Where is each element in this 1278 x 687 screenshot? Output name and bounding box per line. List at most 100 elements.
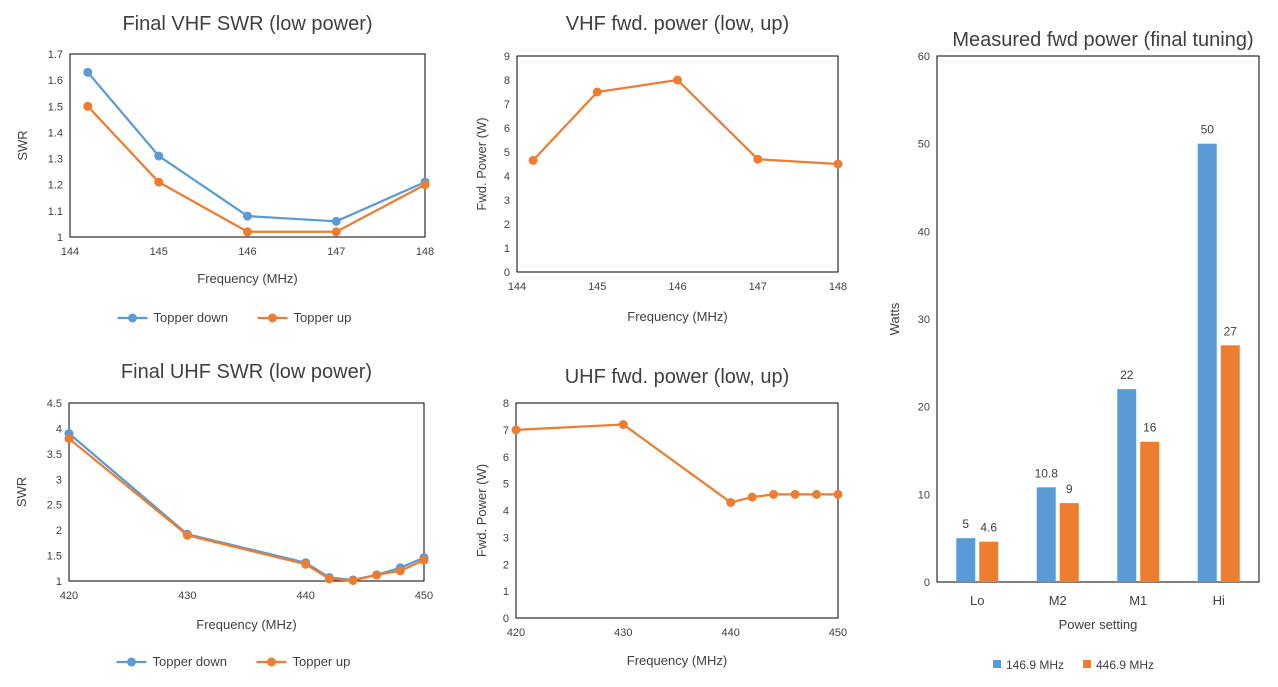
y-tick-label: 5 — [503, 479, 509, 491]
bar-4469-mhz-m1 — [1140, 441, 1160, 582]
legend-marker-topper-down — [127, 657, 136, 667]
series-line-topper-up — [86, 105, 426, 233]
y-tick-label: 0 — [503, 613, 509, 625]
series-line-series-0 — [532, 78, 839, 166]
y-tick-label: 40 — [918, 226, 930, 238]
x-tick-label: Hi — [1213, 593, 1225, 608]
y-axis-label: Fwd. Power (W) — [474, 117, 489, 210]
legend-label-4469-mhz: 446.9 MHz — [1096, 658, 1154, 672]
bar-4469-mhz-lo — [979, 541, 999, 582]
bar-1469-mhz-hi — [1197, 143, 1217, 582]
chart-title: Final UHF SWR (low power) — [121, 361, 372, 383]
data-point-series-0 — [511, 425, 521, 435]
y-tick-label: 1 — [57, 232, 63, 244]
y-tick-label: 4.5 — [47, 398, 62, 410]
y-tick-label: 7 — [503, 425, 509, 437]
y-tick-label: 1.5 — [47, 551, 62, 563]
x-tick-label: 146 — [238, 246, 256, 258]
legend-label-topper-down: Topper down — [153, 654, 227, 669]
x-tick-label: 146 — [668, 281, 686, 293]
data-label: 10.8 — [1035, 466, 1059, 480]
data-label: 9 — [1066, 482, 1073, 496]
x-tick-label: 420 — [507, 627, 525, 639]
y-axis-label: SWR — [15, 130, 30, 160]
y-tick-label: 1 — [56, 576, 62, 588]
data-point-series-0 — [833, 489, 843, 499]
data-point-series-0 — [833, 159, 843, 169]
data-point-topper-down — [243, 211, 252, 221]
y-tick-label: 9 — [504, 51, 510, 63]
data-point-topper-up — [324, 574, 334, 584]
data-point-series-0 — [753, 154, 763, 164]
y-tick-label: 4 — [503, 506, 509, 518]
y-tick-label: 20 — [918, 402, 930, 414]
data-label: 16 — [1143, 421, 1157, 435]
data-label: 5 — [962, 517, 969, 531]
x-tick-label: 440 — [721, 627, 739, 639]
x-tick-label: 147 — [749, 281, 767, 293]
data-point-series-0 — [812, 489, 822, 499]
data-point-topper-up — [348, 575, 358, 585]
x-tick-label: M1 — [1129, 593, 1147, 608]
legend-label-topper-down: Topper down — [154, 310, 228, 325]
data-point-topper-up — [331, 227, 341, 237]
x-tick-label: 420 — [60, 590, 78, 602]
y-tick-label: 1 — [504, 243, 510, 255]
chart-title: Final VHF SWR (low power) — [122, 13, 372, 35]
plot-area — [936, 55, 1260, 583]
x-tick-label: 430 — [614, 627, 632, 639]
y-tick-label: 1.7 — [48, 49, 63, 61]
legend-label-1469-mhz: 146.9 MHz — [1006, 658, 1064, 672]
data-label: 4.6 — [980, 521, 997, 535]
y-tick-label: 3 — [56, 474, 62, 486]
y-tick-label: 0 — [924, 577, 930, 589]
y-tick-label: 4 — [504, 171, 510, 183]
y-tick-label: 5 — [504, 147, 510, 159]
y-tick-label: 6 — [504, 123, 510, 135]
bar-4469-mhz-m2 — [1059, 503, 1079, 582]
plot-area — [515, 402, 839, 619]
data-point-topper-up — [301, 559, 311, 569]
x-tick-label: 148 — [416, 246, 434, 258]
data-point-series-0 — [592, 87, 602, 97]
data-point-topper-up — [64, 434, 74, 444]
data-label: 27 — [1224, 324, 1238, 338]
data-point-topper-up — [83, 101, 93, 111]
data-point-series-0 — [528, 155, 538, 165]
y-axis-label: SWR — [14, 477, 29, 507]
y-tick-label: 2 — [504, 219, 510, 231]
y-tick-label: 1.1 — [48, 206, 63, 218]
x-tick-label: 450 — [829, 627, 847, 639]
y-tick-label: 8 — [503, 398, 509, 410]
y-tick-label: 3 — [504, 195, 510, 207]
y-tick-label: 1.4 — [48, 127, 63, 139]
data-point-series-0 — [673, 75, 682, 85]
data-point-topper-up — [420, 180, 430, 190]
y-tick-label: 1.2 — [48, 180, 63, 192]
data-point-topper-up — [182, 530, 192, 540]
y-tick-label: 1.3 — [48, 154, 63, 166]
data-point-topper-up — [395, 566, 405, 576]
data-point-series-0 — [618, 420, 628, 429]
bar-1469-mhz-m1 — [1117, 389, 1137, 582]
x-tick-label: 440 — [296, 590, 314, 602]
x-tick-label: M2 — [1049, 593, 1067, 608]
y-tick-label: 2.5 — [47, 500, 62, 512]
y-tick-label: 3 — [503, 532, 509, 544]
uhf-power-chart: UHF fwd. power (low, up) 0 1 2 3 4 5 6 7 8 420 430 4… — [474, 366, 847, 668]
data-point-topper-down — [154, 151, 164, 161]
y-tick-label: 4 — [56, 423, 62, 435]
y-tick-label: 0 — [504, 267, 510, 279]
legend-marker-topper-down — [128, 313, 137, 323]
bar-1469-mhz-m2 — [1036, 487, 1056, 582]
data-point-topper-down — [331, 216, 341, 226]
x-tick-label: 450 — [415, 590, 433, 602]
legend-label-topper-up: Topper up — [294, 310, 352, 325]
x-axis-label: Frequency (MHz) — [197, 271, 297, 286]
data-point-topper-down — [83, 67, 93, 77]
y-tick-label: 1 — [503, 586, 509, 598]
data-label: 50 — [1201, 123, 1215, 137]
series-line-topper-up — [68, 437, 425, 582]
data-point-topper-up — [243, 227, 252, 237]
data-label: 22 — [1120, 368, 1134, 382]
